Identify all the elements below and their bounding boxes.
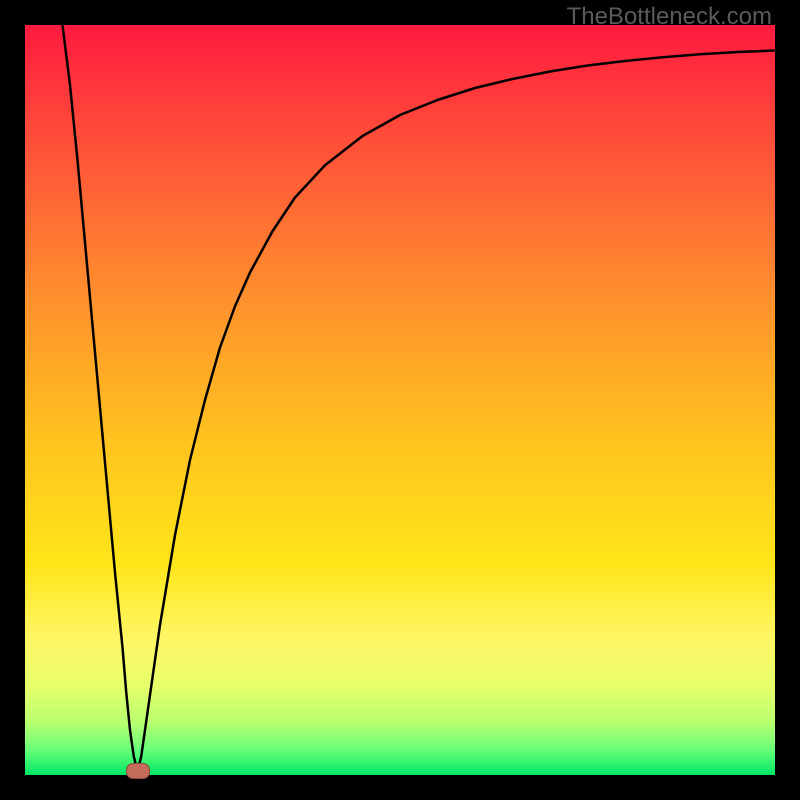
bottleneck-curve bbox=[25, 25, 775, 775]
minimum-marker bbox=[126, 763, 150, 779]
plot-area bbox=[25, 25, 775, 775]
watermark-text: TheBottleneck.com bbox=[567, 3, 772, 31]
chart-root: TheBottleneck.com bbox=[0, 0, 800, 800]
